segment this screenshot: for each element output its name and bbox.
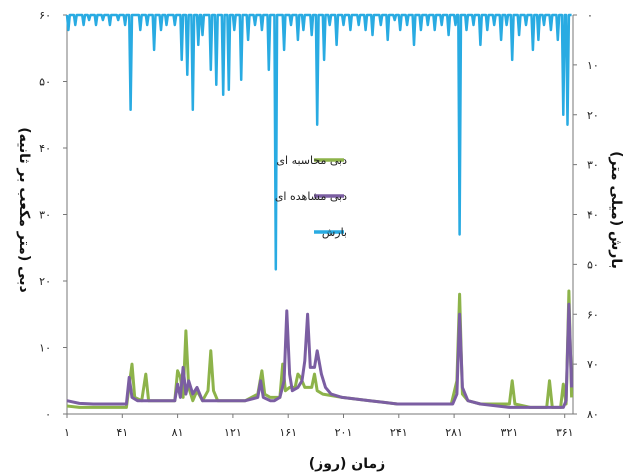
x-axis-label: زمان (روز) [309,456,385,472]
y-left-tick-label: ۵۰ [39,76,51,89]
y-left-tick-label: ۴۰ [39,142,51,155]
y-right-tick-label: ۱۰ [587,59,599,72]
x-tick-label: ۴۱ [116,426,128,439]
y-right-tick-label: ۷۰ [587,358,599,371]
y-right-tick-label: ۴۰ [587,209,599,222]
x-tick-label: ۲۴۱ [390,426,408,439]
x-tick-label: ۱ [64,426,70,439]
x-tick-label: ۸۱ [172,426,184,439]
y-axis-left-label: دبی (متر مکعب بر ثانیه) [16,127,32,292]
legend-label-2: بارش [322,226,347,239]
y-left-tick-label: ۶۰ [39,9,51,22]
x-tick-label: ۱۲۱ [224,426,242,439]
y-right-tick-label: ۶۰ [587,308,599,321]
y-right-tick-label: ۳۰ [587,159,599,172]
series-line-2 [65,13,572,271]
x-tick-label: ۲۰۱ [335,426,353,439]
y-left-tick-label: ۳۰ [39,209,51,222]
axes: ۱ ۴۱ ۸۱ ۱۲۱ ۱۶۱ ۲۰۱ ۲۴۱ ۲۸۱ ۳۲۱ ۳۶۱ ۰ ۱۰ ۲۰ ۳۰ ۴۰ ۵۰ ۶۰ ۰… [39,9,599,439]
x-tick-label: ۲۸۱ [445,426,463,439]
legend-label-1: دبی مشاهده ای [275,190,347,203]
y-right-tick-label: ۸۰ [587,408,599,421]
series-line-0 [66,289,574,409]
y-right-tick-label: ۲۰ [587,109,599,122]
legend-label-0: دبی محاسبه ای [276,154,347,167]
y-left-tick-label: ۰ [45,408,51,421]
x-tick-label: ۱۶۱ [279,426,297,439]
y-left-tick-label: ۲۰ [39,275,51,288]
series-layer [65,13,574,409]
y-right-tick-label: ۵۰ [587,258,599,271]
legend: دبی محاسبه ای دبی مشاهده ای بارش [275,154,347,239]
series-line-1 [66,302,574,409]
x-tick-label: ۳۲۱ [501,426,519,439]
y-axis-right-label: بارش (میلی متر) [608,151,624,269]
y-left-tick-label: ۱۰ [39,342,51,355]
x-tick-label: ۳۶۱ [556,426,574,439]
y-right-tick-label: ۰ [587,9,593,22]
